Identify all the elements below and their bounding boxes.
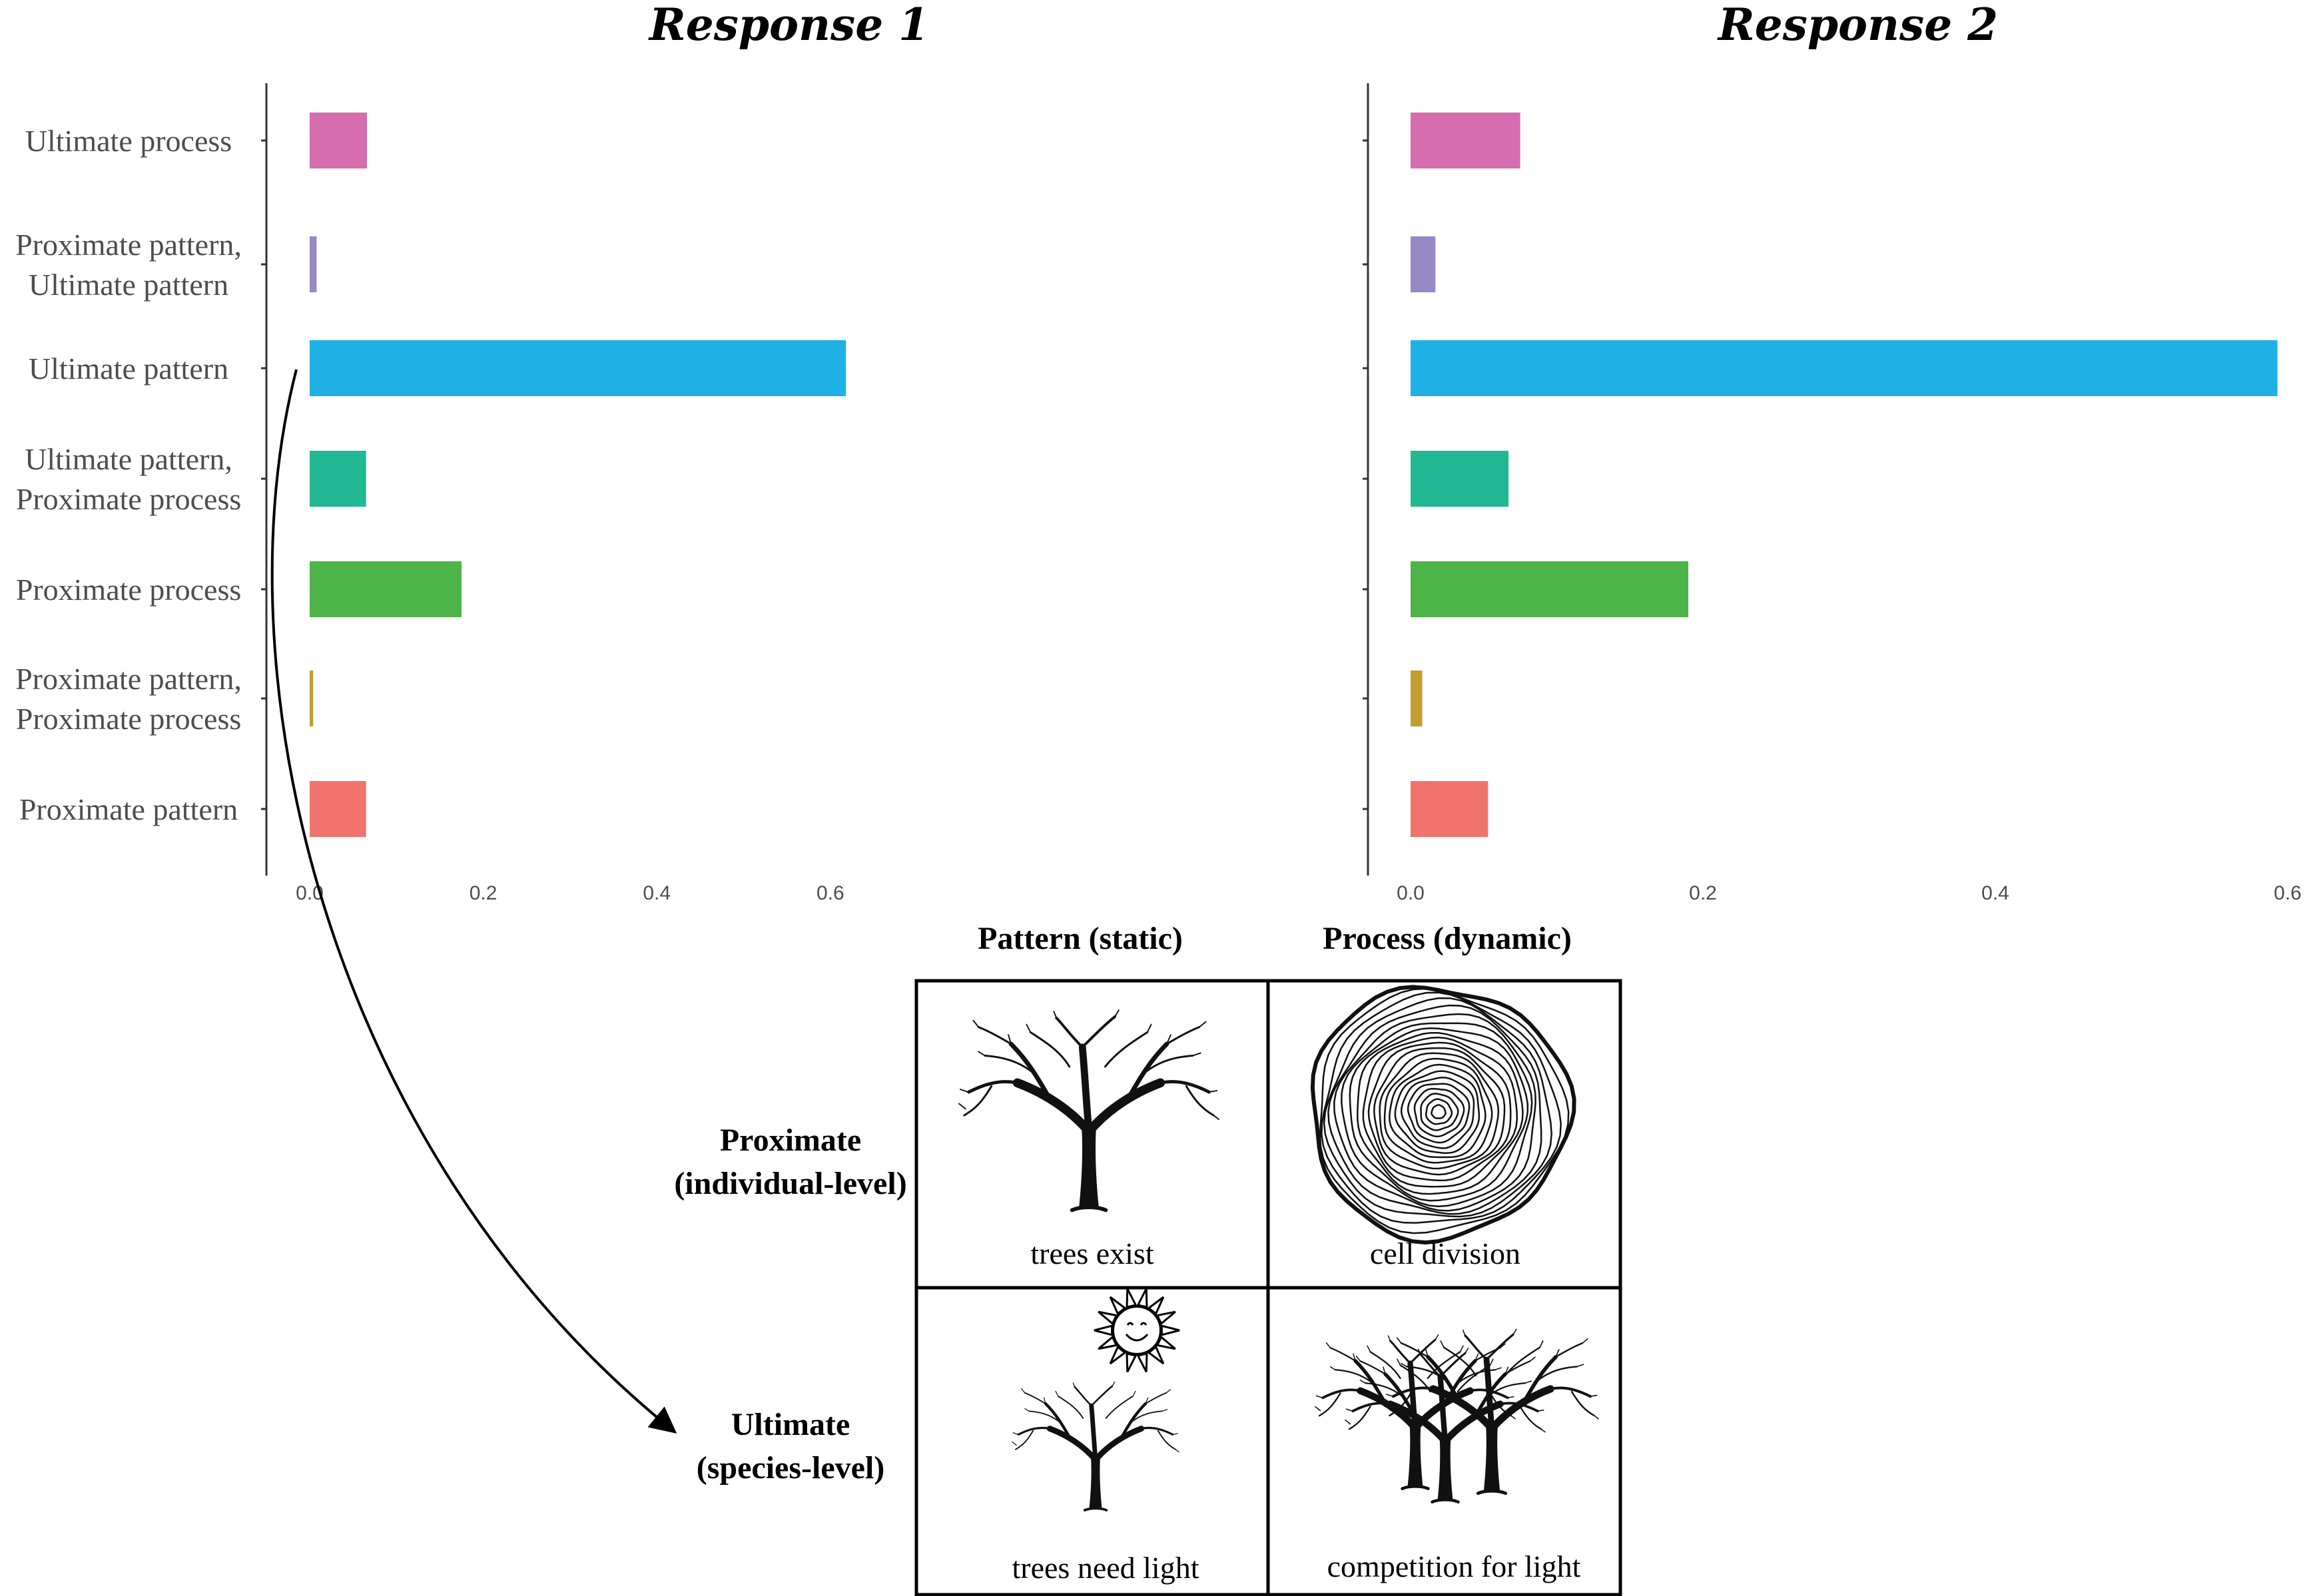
chart-1: Ultimate process Proximate pattern, Ultima… — [15, 83, 846, 904]
cell-caption: cell division — [1370, 1236, 1520, 1270]
bar-proximate-pattern-proximate-process — [1411, 670, 1423, 726]
concept-grid: Pattern (static) Process (dynamic) Proxi… — [674, 921, 1622, 1596]
x-tick-label: 0.2 — [1689, 882, 1717, 904]
cell-cell-division: cell division — [1310, 985, 1576, 1270]
small-tree-icon — [1012, 1382, 1179, 1511]
chart-1-x-ticks: 0.0 0.2 0.4 0.6 — [296, 882, 844, 904]
category-label: Proximate process — [16, 702, 242, 736]
tree-rings-icon — [1310, 985, 1576, 1245]
category-label: Ultimate pattern, — [25, 442, 232, 476]
x-tick-label: 0.4 — [1981, 882, 2009, 904]
cell-caption: trees exist — [1030, 1236, 1153, 1270]
col-header-process: Process (dynamic) — [1323, 921, 1572, 956]
x-tick-label: 0.6 — [817, 882, 844, 904]
cell-trees-exist: trees exist — [959, 1010, 1219, 1270]
col-header-pattern: Pattern (static) — [978, 921, 1183, 956]
bar-proximate-process — [310, 561, 462, 617]
x-tick-label: 0.4 — [643, 882, 671, 904]
single-tree-icon — [959, 1010, 1219, 1210]
x-tick-label: 0.6 — [2274, 882, 2302, 904]
chart-2-title: Response 2 — [1717, 0, 1998, 51]
category-label: Ultimate pattern — [29, 352, 228, 386]
x-tick-label: 0.2 — [470, 882, 497, 904]
bar-proximate-pattern — [1411, 781, 1488, 837]
bar-proximate-pattern — [310, 781, 366, 837]
bar-proximate-pattern-proximate-process — [310, 670, 314, 726]
chart-2-x-ticks: 0.0 0.2 0.4 0.6 — [1397, 882, 2302, 904]
category-label: Proximate pattern, — [15, 662, 242, 696]
bar-ultimate-pattern — [310, 340, 846, 396]
category-label: Ultimate process — [25, 124, 232, 158]
cell-competition-for-light: competition for light — [1315, 1329, 1598, 1583]
category-label: Proximate process — [16, 482, 242, 516]
bar-ultimate-pattern-proximate-process — [310, 451, 366, 507]
bar-ultimate-process — [1411, 113, 1520, 168]
row-header-proximate-sub: (individual-level) — [674, 1166, 906, 1201]
curved-arrow-icon — [270, 369, 677, 1434]
row-header-proximate: Proximate — [720, 1123, 861, 1158]
bar-proximate-process — [1411, 561, 1689, 617]
x-tick-label: 0.0 — [1397, 882, 1425, 904]
cell-caption: competition for light — [1327, 1549, 1581, 1583]
sun-icon — [1094, 1288, 1180, 1373]
row-header-ultimate-sub: (species-level) — [697, 1450, 885, 1485]
bar-proximate-pattern-ultimate-pattern — [1411, 236, 1436, 292]
category-label: Ultimate pattern — [29, 268, 228, 302]
bar-ultimate-pattern-proximate-process — [1411, 451, 1509, 507]
chart-2-bars — [1363, 113, 2278, 837]
tree-with-sun-icon — [1012, 1288, 1180, 1511]
bar-ultimate-process — [310, 113, 367, 168]
chart-1-bars — [261, 113, 846, 837]
bar-ultimate-pattern — [1411, 340, 2278, 396]
cell-caption: trees need light — [1012, 1551, 1199, 1585]
category-label: Proximate process — [16, 573, 242, 607]
chart-1-category-labels: Ultimate process Proximate pattern, Ultima… — [15, 124, 242, 826]
bar-proximate-pattern-ultimate-pattern — [310, 236, 317, 292]
row-header-ultimate: Ultimate — [731, 1407, 850, 1442]
cell-trees-need-light: trees need light — [1012, 1288, 1199, 1585]
forest-trees-icon — [1315, 1329, 1598, 1501]
category-label: Proximate pattern, — [15, 228, 242, 262]
chart-1-title: Response 1 — [648, 0, 929, 51]
chart-2: 0.0 0.2 0.4 0.6 — [1363, 83, 2302, 904]
category-label: Proximate pattern — [19, 792, 238, 826]
